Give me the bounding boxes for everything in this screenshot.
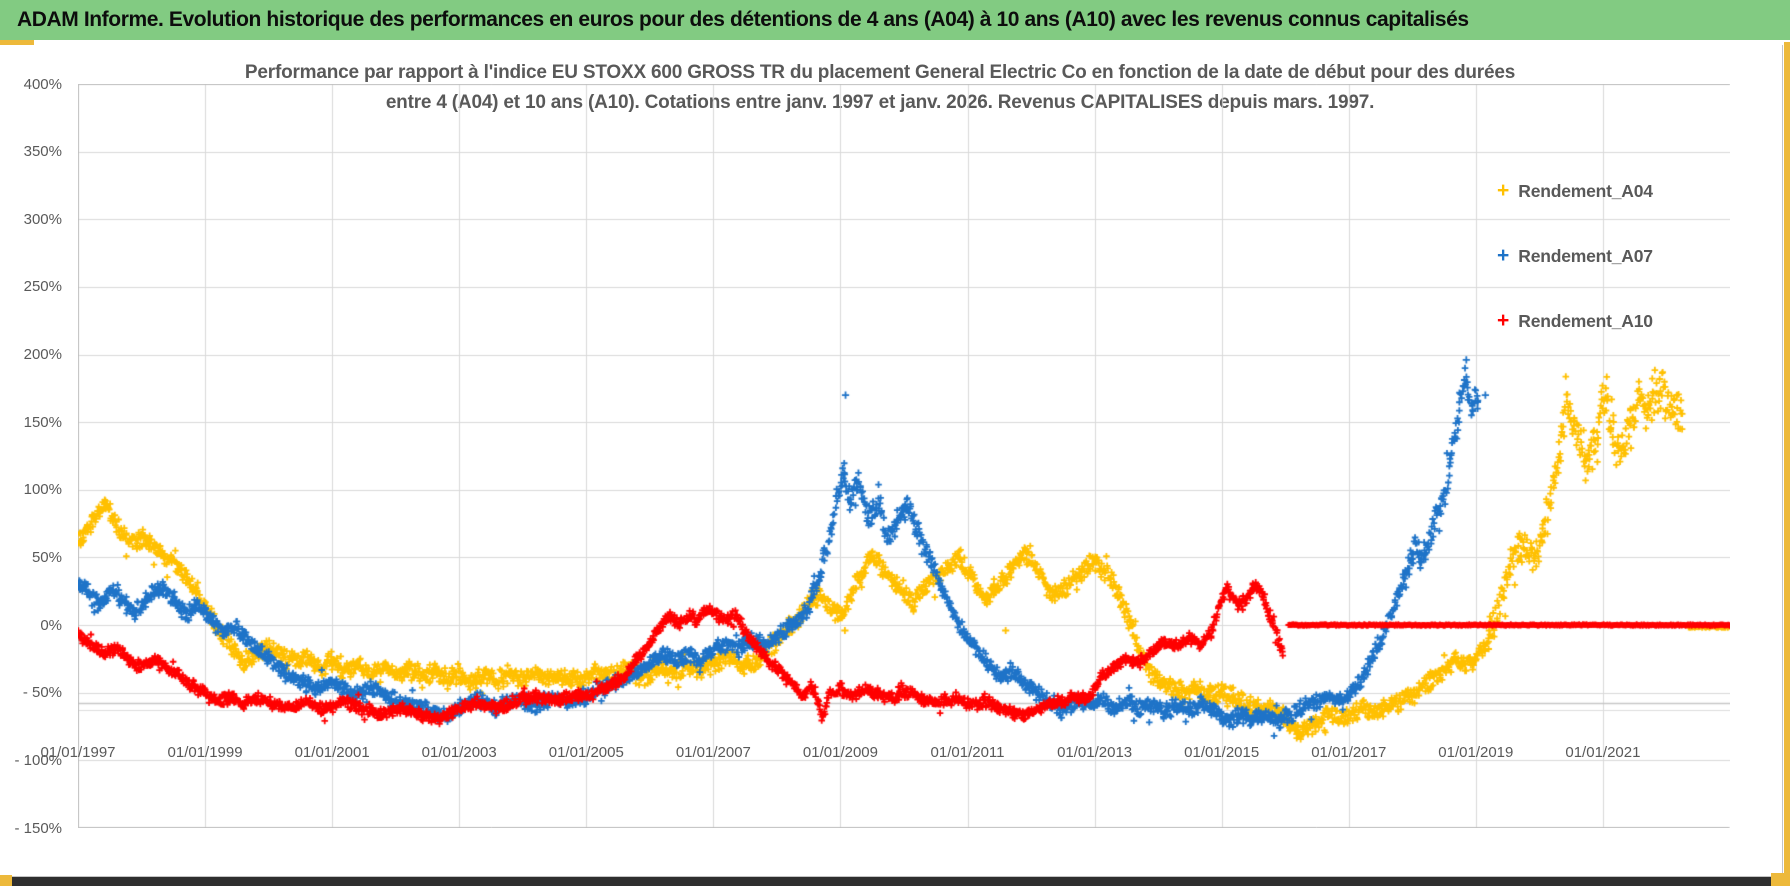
x-axis-tick-label: 01/01/2003 <box>421 744 497 761</box>
x-axis-tick-label: 01/01/2009 <box>802 744 878 761</box>
y-axis-tick-label: 0% <box>40 616 62 634</box>
x-axis-tick-label: 01/01/2015 <box>1184 744 1260 761</box>
plus-marker-icon: + <box>1497 179 1510 202</box>
y-axis-tick-label: - 50% <box>22 684 62 702</box>
y-axis-tick-label: 250% <box>23 278 62 296</box>
legend-label: Rendement_A04 <box>1518 181 1653 201</box>
plot-canvas <box>78 84 1730 828</box>
gold-accent-right-strip <box>1784 42 1790 886</box>
y-axis-tick-label: 300% <box>23 210 62 228</box>
x-axis-tick-label: 01/01/2007 <box>675 744 751 761</box>
page-title: ADAM Informe. Evolution historique des p… <box>0 0 1790 40</box>
gold-accent-top-left <box>0 40 34 45</box>
y-axis-tick-label: 100% <box>23 481 62 499</box>
gold-accent-bottom-right <box>1771 873 1790 886</box>
x-axis-tick-label: 01/01/1997 <box>40 744 116 761</box>
legend-item-rendement-a04[interactable]: + Rendement_A04 <box>1497 178 1653 204</box>
chart-title-line1: Performance par rapport à l'indice EU ST… <box>244 62 1516 83</box>
y-axis-tick-label: - 150% <box>14 819 62 837</box>
x-axis-tick-label: 01/01/2013 <box>1057 744 1133 761</box>
x-axis-tick-label: 01/01/2011 <box>930 744 1005 761</box>
y-axis-tick-label: 150% <box>23 413 62 431</box>
y-axis-tick-label: 200% <box>23 346 62 364</box>
x-axis-tick-label: 01/01/2005 <box>548 744 624 761</box>
x-axis-tick-label: 01/01/2021 <box>1565 744 1641 761</box>
x-axis-tick-label: 01/01/2019 <box>1438 744 1514 761</box>
gold-accent-bottom-left <box>0 875 12 886</box>
legend-label: Rendement_A07 <box>1518 246 1653 266</box>
x-axis-tick-label: 01/01/2017 <box>1311 744 1387 761</box>
y-axis-tick-label: 400% <box>23 75 62 93</box>
x-axis-tick-label: 01/01/1999 <box>167 744 243 761</box>
y-axis-tick-label: 350% <box>23 143 62 161</box>
y-axis-tick-label: - 100% <box>14 751 62 769</box>
legend-item-rendement-a10[interactable]: + Rendement_A10 <box>1497 308 1653 334</box>
x-axis-tick-label: 01/01/2001 <box>294 744 370 761</box>
chart-border-bottom <box>0 876 1782 877</box>
plus-marker-icon: + <box>1497 309 1510 332</box>
chart-border-right <box>1782 45 1783 877</box>
bottom-scrollbar[interactable] <box>12 877 1771 886</box>
legend-label: Rendement_A10 <box>1518 311 1653 331</box>
y-axis-tick-label: 50% <box>31 548 62 566</box>
legend-item-rendement-a07[interactable]: + Rendement_A07 <box>1497 243 1653 269</box>
plus-marker-icon: + <box>1497 244 1510 267</box>
